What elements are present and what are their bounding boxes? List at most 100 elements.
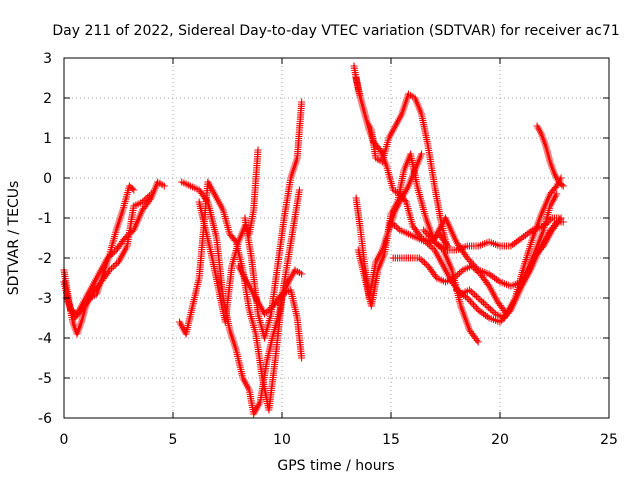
data-point (484, 280, 492, 288)
data-point (468, 259, 476, 267)
y-axis-label: SDTVAR / TECUs (6, 181, 22, 296)
x-tick-label: 10 (273, 432, 291, 448)
data-point (474, 294, 482, 302)
data-point (471, 263, 479, 271)
data-point (452, 272, 460, 280)
data-point (498, 316, 506, 324)
data-point (466, 297, 474, 305)
data-point (556, 216, 564, 224)
data-point (261, 310, 269, 318)
y-tick-label: 3 (43, 51, 52, 67)
x-tick-label: 0 (60, 432, 69, 448)
data-point (262, 308, 270, 316)
series-trace-6 (195, 146, 262, 326)
data-point (499, 315, 507, 323)
data-point (442, 240, 450, 248)
data-point (375, 144, 383, 152)
y-tick-label: -1 (38, 211, 52, 227)
data-point (457, 245, 465, 253)
data-point (454, 271, 462, 279)
data-point (419, 257, 427, 265)
data-point (392, 223, 400, 231)
data-point (417, 256, 425, 264)
data-point (424, 240, 432, 248)
data-point (483, 302, 491, 310)
data-point (111, 248, 119, 256)
data-point (128, 185, 136, 193)
data-point (458, 247, 466, 255)
data-point (532, 251, 540, 259)
data-point (108, 264, 116, 272)
data-point (538, 244, 546, 252)
data-point (298, 270, 306, 278)
data-point (486, 305, 494, 313)
series-trace-8 (241, 98, 306, 342)
data-point (426, 233, 434, 241)
data-point (418, 150, 426, 158)
data-point (469, 289, 477, 297)
data-point (553, 190, 561, 198)
data-point (423, 229, 431, 237)
x-axis-label: GPS time / hours (277, 458, 394, 474)
data-point (530, 252, 538, 260)
data-point (160, 182, 168, 190)
data-point (468, 299, 476, 307)
y-tick-label: -4 (38, 331, 52, 347)
data-point (130, 186, 138, 194)
data-point (455, 242, 463, 250)
data-point (463, 294, 471, 302)
data-point (107, 251, 115, 259)
series-trace-4 (176, 178, 306, 414)
data-point (203, 196, 211, 204)
data-point (473, 264, 481, 272)
data-point (106, 266, 114, 274)
data-point (425, 241, 433, 249)
series-trace-2 (60, 178, 168, 318)
data-point (470, 301, 478, 309)
data-point (390, 221, 398, 229)
data-point (105, 268, 113, 276)
data-point (529, 254, 537, 262)
data-point (501, 313, 509, 321)
data-point (113, 260, 121, 268)
data-point (450, 274, 458, 282)
data-point (481, 300, 489, 308)
data-point (452, 238, 460, 246)
data-point (473, 304, 481, 312)
data-point (467, 288, 475, 296)
data-point (254, 146, 262, 154)
data-point (461, 250, 469, 258)
data-point (422, 260, 430, 268)
y-tick-label: -2 (38, 251, 52, 267)
x-tick-label: 15 (382, 432, 400, 448)
data-point (421, 259, 429, 267)
data-point (496, 318, 504, 326)
data-point (144, 193, 152, 201)
data-point (109, 249, 117, 257)
data-point (394, 224, 402, 232)
data-point (105, 252, 113, 260)
data-point (471, 291, 479, 299)
axis-ticks: 0 5 10 15 20 25 -6 -5 -4 -3 -2 -1 0 1 2 3 (38, 51, 618, 448)
data-point (456, 243, 464, 251)
series-trace-17 (452, 214, 565, 326)
data-point (295, 186, 303, 194)
data-point (470, 261, 478, 269)
data-point (264, 307, 272, 315)
y-tick-label: 1 (43, 131, 52, 147)
data-point (298, 98, 306, 106)
y-tick-label: -3 (38, 291, 52, 307)
y-tick-label: 0 (43, 171, 52, 187)
data-point (298, 354, 306, 362)
data-point (466, 257, 474, 265)
data-point (479, 299, 487, 307)
data-point (472, 292, 480, 300)
data-point (476, 296, 484, 304)
series-trace-5 (178, 178, 303, 418)
data-point (485, 304, 493, 312)
data-point (421, 228, 429, 236)
data-point (505, 308, 513, 316)
data-point (387, 218, 395, 226)
data-point (104, 254, 112, 262)
data-point (420, 226, 428, 234)
